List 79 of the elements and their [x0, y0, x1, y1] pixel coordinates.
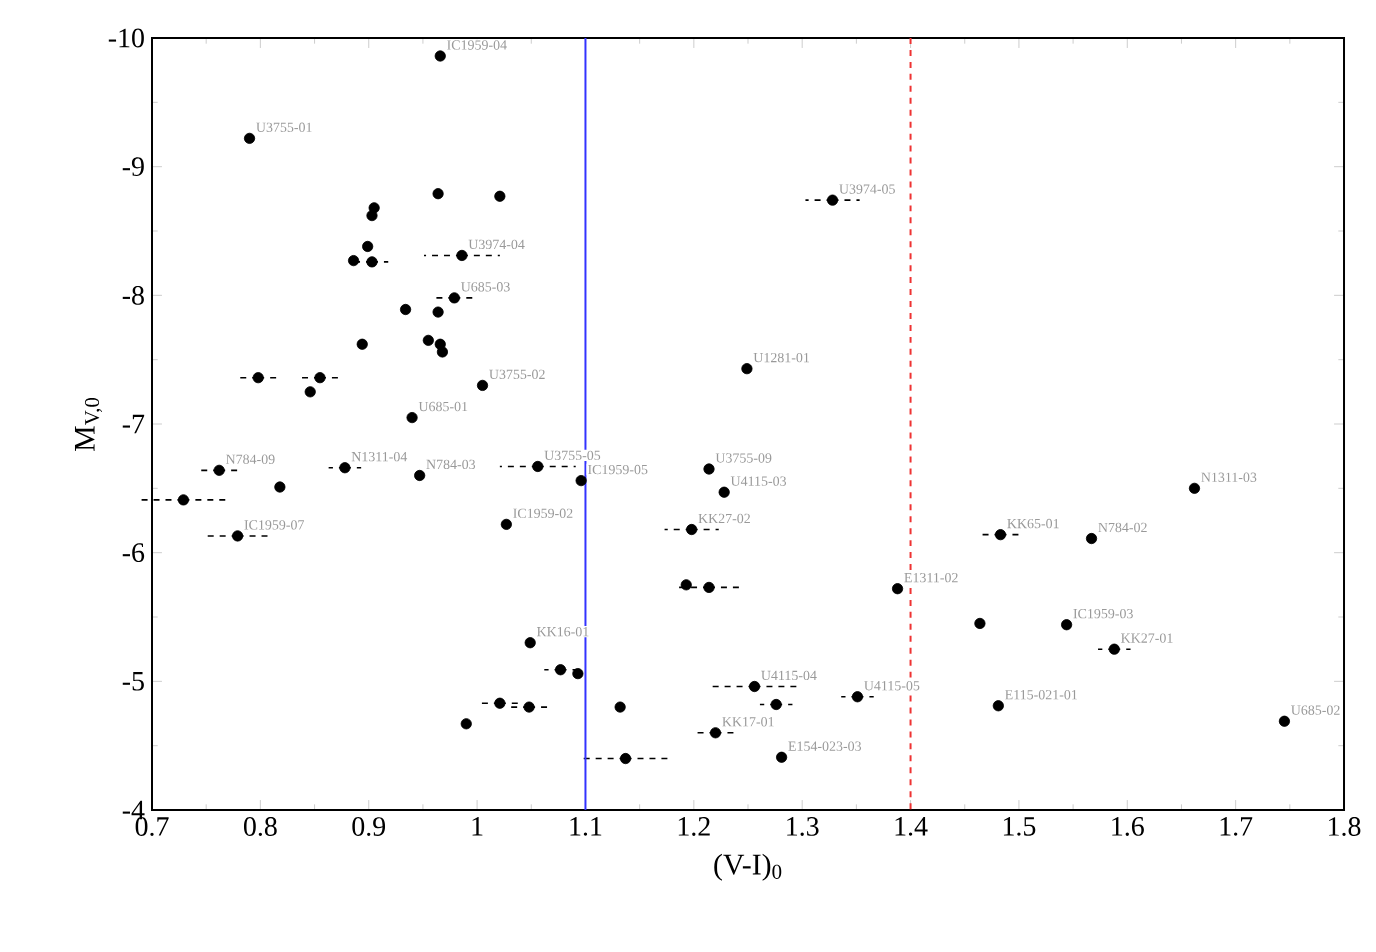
x-tick-label: 1.6 — [1112, 817, 1144, 836]
x-tick-label: 1.2 — [678, 817, 710, 836]
x-axis-title: (V-I)$_{0}$ — [714, 853, 782, 881]
point — [851, 691, 864, 703]
point — [356, 338, 368, 350]
point — [366, 256, 378, 268]
x-tick-label: 1.8 — [1329, 817, 1361, 837]
point — [432, 188, 444, 200]
x-tick-label: 1.5 — [1003, 817, 1036, 836]
point — [362, 240, 374, 253]
point — [406, 412, 418, 424]
point — [414, 469, 426, 482]
point — [554, 664, 567, 676]
point — [177, 494, 190, 506]
point — [776, 751, 788, 763]
point — [891, 583, 904, 595]
point — [718, 486, 730, 498]
point — [460, 718, 472, 730]
x-tick-label: 0.9 — [352, 817, 386, 837]
point — [314, 372, 326, 384]
point — [432, 306, 444, 318]
point — [232, 530, 244, 542]
point — [770, 698, 782, 711]
point — [1108, 643, 1120, 655]
point — [741, 363, 753, 375]
point — [213, 464, 225, 476]
y-tick-label: -8 — [122, 285, 144, 305]
point — [614, 701, 626, 713]
point — [347, 255, 360, 267]
point — [1278, 715, 1290, 727]
point — [703, 463, 715, 475]
point — [366, 209, 378, 222]
x-tick-label: 1.1 — [570, 817, 602, 836]
y-tick-label: -9 — [122, 157, 144, 177]
point — [748, 680, 761, 693]
x-tick-label: 1 — [472, 817, 483, 836]
point — [252, 372, 264, 384]
point — [994, 529, 1007, 541]
point — [826, 194, 839, 206]
point — [400, 303, 412, 316]
point — [572, 668, 584, 680]
point — [575, 475, 587, 487]
y-tick-label: -5 — [122, 672, 144, 691]
y-tick-label: -4 — [122, 800, 145, 820]
x-tick-label: 1.4 — [895, 817, 928, 836]
point — [304, 386, 316, 398]
y-tick-label: -10 — [108, 28, 144, 48]
point — [476, 379, 489, 391]
point — [436, 346, 448, 358]
point — [494, 190, 506, 202]
point — [686, 523, 698, 536]
point — [680, 579, 692, 591]
x-tick-label: 0.8 — [243, 817, 277, 837]
point — [422, 334, 434, 346]
point — [1085, 532, 1098, 545]
point — [243, 132, 256, 144]
x-tick-label: 1.7 — [1220, 817, 1253, 836]
y-tick-label: -7 — [122, 414, 145, 434]
point — [992, 700, 1004, 712]
point — [274, 481, 286, 493]
point — [524, 637, 536, 649]
point — [532, 460, 544, 473]
point — [619, 752, 632, 765]
point — [339, 462, 351, 474]
x-tick-label: 0.7 — [135, 817, 169, 837]
point — [974, 617, 986, 630]
point — [500, 518, 512, 530]
point — [494, 697, 506, 709]
point — [456, 249, 468, 262]
point — [523, 701, 535, 713]
point — [434, 50, 446, 62]
y-axis-title: M$_{V,0}$ — [74, 397, 103, 451]
point — [709, 727, 722, 739]
point — [1188, 482, 1201, 494]
point — [448, 292, 460, 304]
point — [1061, 619, 1073, 631]
y-tick-label: -6 — [122, 543, 145, 563]
point — [703, 581, 715, 593]
x-tick-label: 1.3 — [787, 817, 819, 836]
